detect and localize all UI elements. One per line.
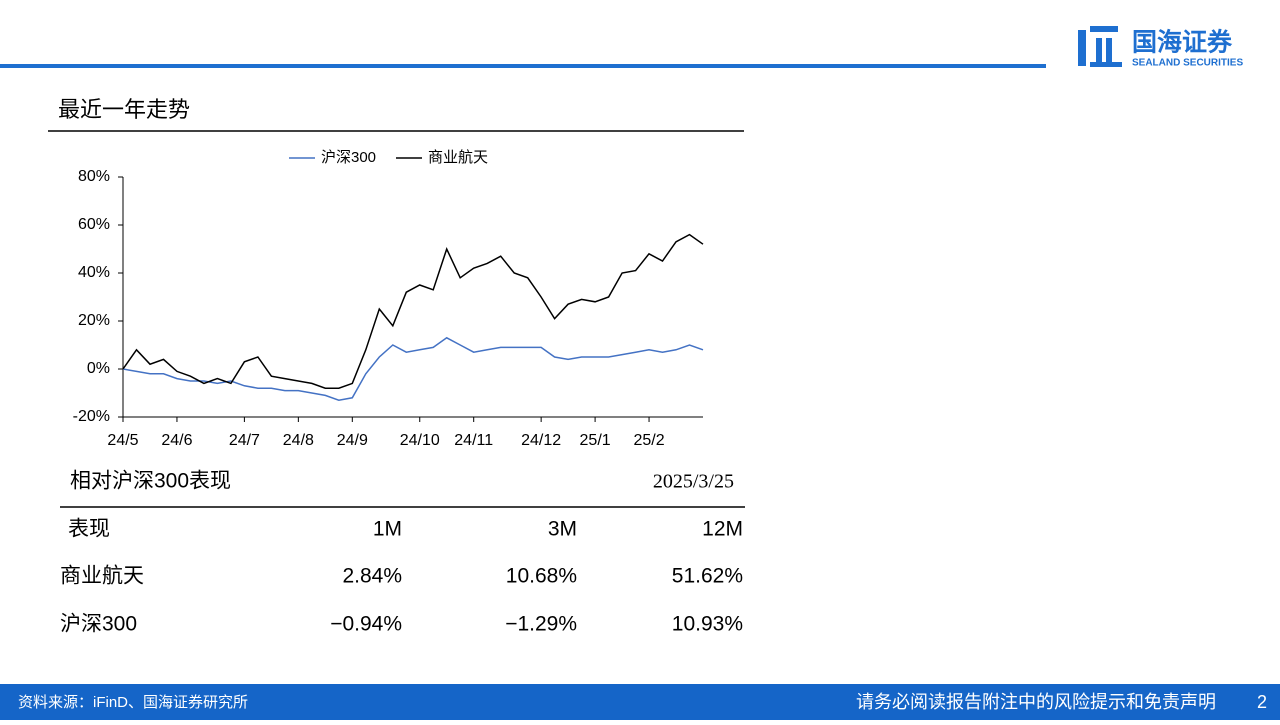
table: 表现 1M 3M 12M 商业航天 2.84% 10.68% 51.62% 沪深300 −0.94… [60, 518, 743, 636]
line-series [122, 336, 704, 401]
footer-bar [0, 684, 1280, 720]
logo-bar [1078, 30, 1086, 66]
table-cell: 51.62% [672, 565, 743, 588]
footer-source: 资料来源：iFinD、国海证券研究所 [18, 694, 248, 711]
x-tick-label: 25/2 [633, 432, 664, 449]
logo-bar [1090, 26, 1118, 32]
y-tick-label: -20% [73, 408, 110, 425]
footer-disclaimer: 请务必阅读报告附注中的风险提示和免责声明 [856, 692, 1216, 712]
table-header-cell: 12M [702, 518, 743, 541]
x-tick-label: 24/5 [107, 432, 138, 449]
x-tick-label: 24/12 [521, 432, 561, 449]
x-tick-label: 24/6 [161, 432, 192, 449]
y-tick-label: 80% [78, 168, 110, 185]
x-tick-label: 24/11 [454, 432, 493, 449]
line-series [122, 233, 704, 389]
logo-en: SEALAND SECURITIES [1132, 58, 1243, 69]
logo-cn: 国海证券 [1132, 28, 1233, 57]
y-tick-label: 20% [78, 312, 110, 329]
y-tick-label: 40% [78, 264, 110, 281]
table-header-cell: 1M [373, 518, 402, 541]
page-number: 2 [1257, 692, 1267, 712]
x-tick-label: 25/1 [580, 432, 611, 449]
table-title: 相对沪深300表现 [70, 470, 231, 493]
legend-label: 沪深300 [321, 149, 376, 166]
table-date: 2025/3/25 [653, 471, 734, 493]
logo-bar [1106, 38, 1112, 62]
logo: 国海证券 SEALAND SECURITIES [1078, 26, 1243, 69]
table-cell: 10.93% [672, 613, 743, 636]
legend-label: 商业航天 [428, 149, 488, 166]
section-title: 最近一年走势 [58, 97, 190, 122]
chart: -20% 0% 20% 40% 60% 80% 24/5 24/6 24/7 24/8 24/9 24… [73, 149, 704, 449]
table-cell: 商业航天 [60, 565, 144, 588]
logo-bar [1096, 38, 1102, 62]
table-header-cell: 表现 [68, 518, 110, 541]
x-tick-label: 24/9 [337, 432, 368, 449]
x-tick-label: 24/8 [283, 432, 314, 449]
table-header-cell: 3M [548, 518, 577, 541]
table-cell: −1.29% [505, 613, 577, 636]
y-tick-label: 60% [78, 216, 110, 233]
x-tick-label: 24/10 [400, 432, 440, 449]
header-rule [0, 64, 1046, 68]
table-cell: 沪深300 [60, 613, 137, 636]
table-cell: 2.84% [342, 565, 402, 588]
y-tick-label: 0% [87, 360, 110, 377]
table-cell: −0.94% [330, 613, 402, 636]
table-cell: 10.68% [506, 565, 577, 588]
x-tick-label: 24/7 [229, 432, 260, 449]
logo-bar [1090, 62, 1122, 67]
